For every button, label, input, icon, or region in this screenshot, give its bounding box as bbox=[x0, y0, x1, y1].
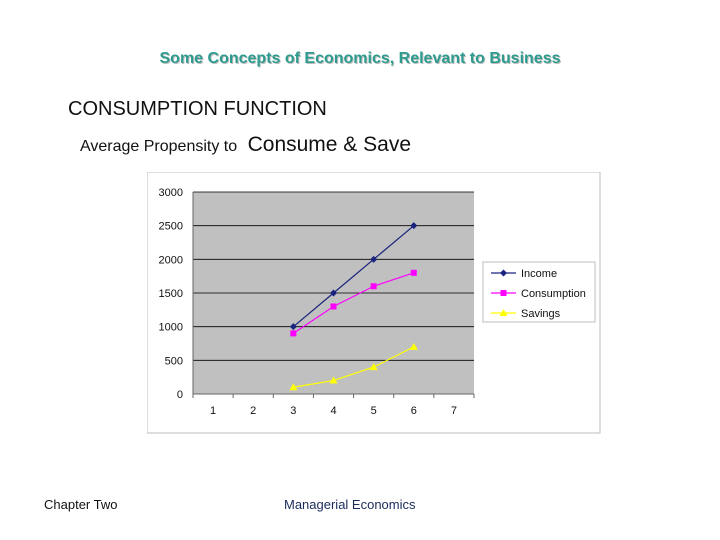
data-point-savings bbox=[369, 363, 378, 371]
x-tick-label: 2 bbox=[250, 405, 256, 417]
y-tick-label: 500 bbox=[165, 355, 183, 367]
legend-label-consumption: Consumption bbox=[521, 288, 586, 300]
x-tick-label: 7 bbox=[451, 405, 457, 417]
x-tick-label: 6 bbox=[411, 405, 417, 417]
y-tick-label: 1000 bbox=[159, 322, 183, 334]
data-point-savings bbox=[289, 383, 298, 391]
y-tick-labels: 0 500 1000 1500 2000 2500 3000 bbox=[159, 187, 183, 401]
x-tick-label: 3 bbox=[290, 405, 296, 417]
consumption-chart: 0 500 1000 1500 2000 2500 3000 1 2 3 4 5 6 7 Income C… bbox=[147, 172, 601, 434]
legend-marker-consumption bbox=[500, 290, 507, 296]
data-point-consumption bbox=[290, 330, 297, 337]
series-group bbox=[289, 222, 418, 391]
y-tick-label: 3000 bbox=[159, 187, 183, 199]
y-tick-label: 2000 bbox=[159, 254, 183, 266]
subheading-prefix: Average Propensity to bbox=[80, 138, 238, 155]
legend-label-savings: Savings bbox=[521, 308, 561, 320]
legend-label-income: Income bbox=[521, 268, 557, 280]
series-line-consumption bbox=[293, 272, 414, 334]
x-tick-label: 4 bbox=[330, 405, 336, 417]
section-heading: CONSUMPTION FUNCTION bbox=[68, 98, 327, 120]
data-point-consumption bbox=[410, 269, 417, 276]
subheading: Average Propensity to Consume & Save bbox=[80, 133, 411, 157]
footer-course: Managerial Economics bbox=[284, 497, 416, 512]
y-tick-label: 1500 bbox=[159, 288, 183, 300]
data-point-income bbox=[330, 289, 337, 297]
axes bbox=[192, 192, 475, 398]
x-tick-labels: 1 2 3 4 5 6 7 bbox=[210, 405, 457, 417]
gridlines bbox=[193, 191, 474, 361]
data-point-savings bbox=[329, 376, 338, 384]
legend-marker-savings bbox=[499, 309, 508, 316]
data-point-income bbox=[289, 323, 297, 331]
data-point-consumption bbox=[330, 303, 337, 310]
y-tick-label: 0 bbox=[177, 389, 183, 401]
series-line-income bbox=[292, 225, 415, 328]
series-line-savings bbox=[293, 346, 415, 388]
data-point-income bbox=[370, 255, 378, 263]
data-point-consumption bbox=[370, 283, 377, 290]
legend: Income Consumption Savings bbox=[482, 261, 596, 323]
slide-title: Some Concepts of Economics, Relevant to … bbox=[159, 50, 561, 67]
y-tick-label: 2500 bbox=[159, 221, 183, 233]
x-tick-label: 1 bbox=[210, 405, 216, 417]
footer-chapter: Chapter Two bbox=[44, 497, 118, 512]
data-point-savings bbox=[409, 342, 418, 350]
legend-marker-income bbox=[500, 269, 507, 277]
x-tick-label: 5 bbox=[371, 405, 377, 417]
data-point-income bbox=[410, 222, 418, 230]
subheading-emphasis: Consume & Save bbox=[247, 133, 412, 156]
